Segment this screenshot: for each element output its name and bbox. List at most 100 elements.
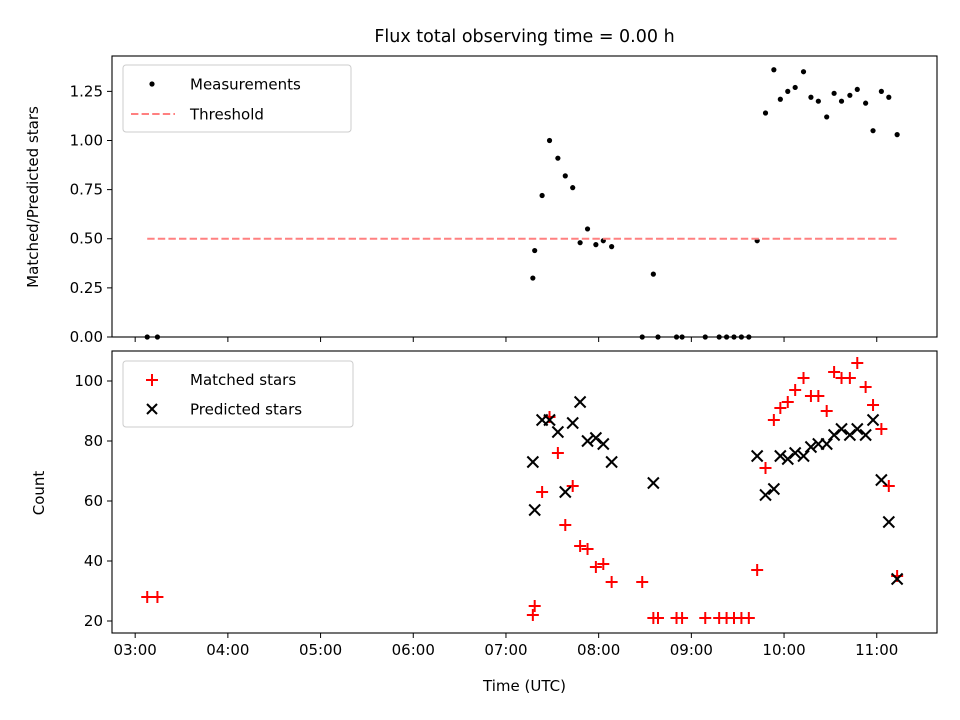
predicted-star-point bbox=[597, 437, 610, 451]
x-stroke-b bbox=[820, 437, 833, 451]
y-tick-label: 0.50 bbox=[70, 230, 103, 248]
matched-star-point bbox=[797, 372, 810, 384]
predicted-star-point bbox=[605, 455, 618, 469]
measurement-point bbox=[886, 94, 892, 100]
matched-star-point bbox=[566, 480, 579, 492]
x-stroke-b bbox=[559, 485, 572, 499]
matched-star-point bbox=[141, 591, 154, 603]
predicted-star-point bbox=[581, 434, 594, 448]
measurement-point bbox=[562, 173, 568, 179]
matched-star-point bbox=[843, 372, 856, 384]
ratio-panel-data bbox=[144, 67, 900, 340]
matched-star-point bbox=[581, 543, 594, 555]
x-stroke-b bbox=[851, 422, 864, 436]
measurement-point bbox=[546, 137, 553, 144]
legend-label-predicted-stars: Predicted stars bbox=[190, 401, 302, 419]
measurement-point bbox=[532, 247, 538, 254]
count-panel-ticks: 20 40 60 80 100 03:00 04:00 05:00 06:00 07:00 08:0… bbox=[74, 372, 898, 659]
measurement-point bbox=[847, 92, 853, 98]
y-tick-label: 100 bbox=[74, 372, 103, 390]
series-measurements bbox=[144, 67, 900, 340]
measurement-point bbox=[870, 128, 876, 134]
predicted-star-point bbox=[843, 428, 857, 442]
series-predicted-stars bbox=[526, 395, 904, 586]
measurement-point bbox=[650, 271, 656, 277]
x-stroke-b bbox=[566, 416, 579, 430]
predicted-star-point bbox=[820, 437, 833, 451]
x-stroke-b bbox=[543, 413, 556, 427]
matched-star-point bbox=[820, 405, 833, 417]
predicted-star-point bbox=[526, 455, 540, 469]
measurement-point bbox=[762, 110, 769, 116]
y-tick-label: 1.00 bbox=[70, 131, 103, 149]
matched-star-point bbox=[828, 366, 841, 378]
measurement-point bbox=[771, 67, 777, 73]
measurement-point bbox=[808, 94, 814, 100]
count-panel-legend: Matched stars Predicted stars bbox=[122, 360, 354, 428]
matched-star-point bbox=[526, 609, 539, 621]
predicted-star-point bbox=[559, 485, 572, 499]
matched-star-point bbox=[742, 612, 755, 624]
measurement-point bbox=[777, 96, 783, 102]
measurement-point bbox=[530, 275, 536, 281]
measurement-point bbox=[570, 185, 576, 191]
count-panel-data bbox=[141, 357, 904, 624]
y-tick-label: 0.75 bbox=[70, 181, 103, 199]
x-stroke-b bbox=[875, 473, 888, 487]
matched-star-point bbox=[759, 462, 772, 474]
matched-star-point bbox=[597, 558, 610, 570]
x-stroke-b bbox=[647, 476, 660, 490]
measurement-point bbox=[800, 69, 807, 75]
predicted-star-point bbox=[774, 449, 787, 463]
matched-star-point bbox=[767, 414, 780, 426]
measurement-point bbox=[854, 86, 860, 93]
measurement-point bbox=[838, 98, 845, 104]
measurement-point bbox=[815, 98, 821, 104]
x-stroke-b bbox=[859, 428, 872, 442]
x-stroke-b bbox=[528, 503, 541, 517]
predicted-star-point bbox=[804, 440, 818, 454]
predicted-star-point bbox=[827, 428, 841, 442]
measurement-point bbox=[863, 100, 869, 106]
matched-star-point bbox=[851, 357, 864, 369]
x-stroke-b bbox=[797, 449, 810, 463]
matched-star-point bbox=[559, 519, 572, 531]
x-tick-label: 04:00 bbox=[206, 641, 249, 659]
matched-star-point bbox=[676, 612, 689, 624]
legend-plus-marker bbox=[146, 374, 158, 386]
predicted-star-point bbox=[851, 422, 864, 436]
count-panel-frame bbox=[111, 350, 938, 634]
measurement-point bbox=[577, 240, 583, 246]
legend-x-marker bbox=[146, 403, 158, 415]
predicted-star-point bbox=[551, 425, 565, 439]
x-tick-label: 10:00 bbox=[762, 641, 805, 659]
legend-label-measurements: Measurements bbox=[190, 76, 301, 94]
ratio-panel-legend: Measurements Threshold bbox=[122, 64, 352, 133]
y-tick-label: 0.00 bbox=[70, 328, 103, 346]
x-stroke-b bbox=[882, 515, 896, 529]
x-stroke-b bbox=[526, 455, 540, 469]
measurement-point bbox=[894, 132, 900, 138]
matched-star-point bbox=[574, 540, 587, 552]
predicted-star-point bbox=[573, 395, 587, 409]
measurement-point bbox=[555, 155, 561, 161]
y-tick-label: 0.25 bbox=[70, 279, 103, 297]
x-stroke-b bbox=[835, 422, 848, 436]
y-tick-label: 1.25 bbox=[70, 82, 103, 100]
matched-star-point bbox=[589, 561, 602, 573]
matched-star-point bbox=[536, 486, 549, 498]
x-axis-label: Time (UTC) bbox=[482, 677, 566, 695]
matched-star-point bbox=[528, 600, 541, 612]
predicted-star-point bbox=[647, 476, 660, 490]
x-stroke-b bbox=[767, 482, 781, 496]
matched-star-point bbox=[875, 423, 888, 435]
x-stroke-b bbox=[866, 413, 880, 427]
count-panel-ylabel: Count bbox=[30, 471, 48, 516]
x-stroke-b bbox=[804, 440, 818, 454]
predicted-star-point bbox=[543, 413, 556, 427]
matched-star-point bbox=[151, 591, 164, 603]
measurement-point bbox=[831, 90, 837, 96]
x-tick-label: 05:00 bbox=[299, 641, 342, 659]
predicted-star-point bbox=[875, 473, 888, 487]
measurement-point bbox=[609, 244, 615, 250]
